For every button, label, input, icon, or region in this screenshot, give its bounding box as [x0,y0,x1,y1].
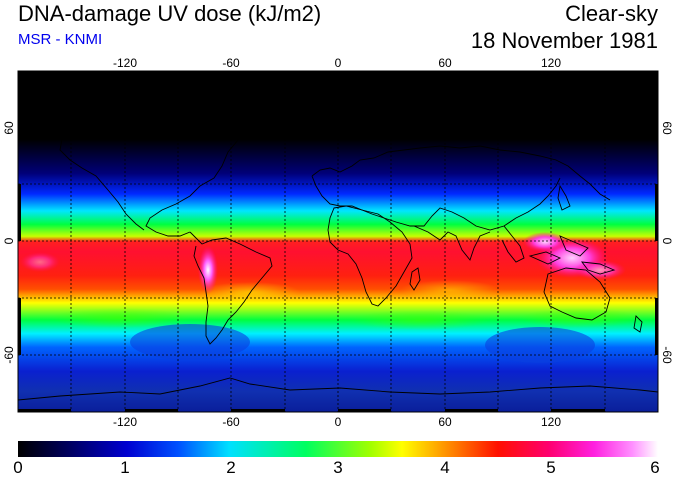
map-frame [17,70,659,413]
lon-tick-top: -60 [222,56,240,70]
colorbar-tick: 6 [650,458,660,477]
antarctica-coast [18,377,658,401]
lon-tick-top: 0 [335,56,342,70]
uv-dose-map: -120 -60 0 60 120 -120 -60 0 60 120 60 0… [2,56,674,429]
eurasia-coast [311,145,611,201]
date-label: 18 November 1981 [470,28,658,53]
colorbar [18,441,658,457]
south-america-coast [189,231,273,345]
lat-tick-right: 60 [660,121,674,135]
lon-tick-bottom: -60 [222,415,240,429]
lon-tick-bottom: 120 [541,415,561,429]
colorbar-tick: 0 [13,458,23,477]
map-title: DNA-damage UV dose (kJ/m2) [18,1,322,26]
colorbar-tick: 5 [546,458,556,477]
lon-tick-bottom: 0 [335,415,342,429]
lon-tick-top: 60 [438,56,452,70]
source-label: MSR - KNMI [18,31,103,48]
colorbar-ticks: 0 1 2 3 4 5 6 [0,458,678,480]
sky-condition-label: Clear-sky [565,1,658,26]
colorbar-tick: 1 [120,458,130,477]
north-america-coast [63,111,241,237]
dose-features [20,232,640,363]
graticule [18,71,658,412]
lat-tick-left: -60 [2,346,16,364]
lat-tick-right: -60 [660,346,674,364]
lat-tick-left: 60 [2,121,16,135]
colorbar-tick: 4 [440,458,450,477]
lon-tick-top: 120 [541,56,561,70]
africa-coast [327,205,413,307]
australia-coast [543,267,611,321]
lon-tick-top: -120 [113,56,137,70]
lat-tick-left: 0 [2,237,16,244]
colorbar-tick: 2 [226,458,236,477]
lon-tick-bottom: 60 [438,415,452,429]
lat-tick-right: 0 [660,238,674,245]
colorbar-tick: 3 [333,458,343,477]
lon-tick-bottom: -120 [113,415,137,429]
